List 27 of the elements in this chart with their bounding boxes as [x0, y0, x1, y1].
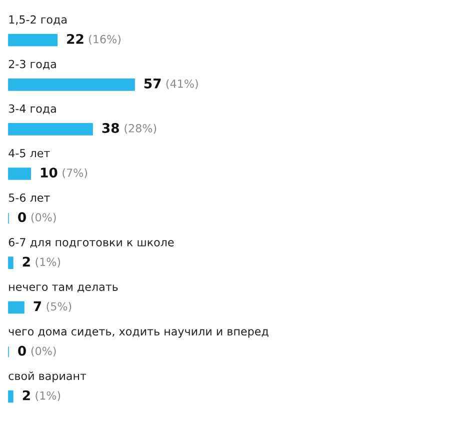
annotation: (16%)	[89, 34, 120, 45]
y-tick-label: 6-7 для подготовки к школе	[8, 238, 174, 248]
annotation: (1%)	[36, 257, 60, 268]
data-label: 2	[22, 390, 30, 400]
data-label: 10	[41, 168, 58, 178]
data-label: 38	[102, 123, 119, 134]
y-tick-label: 5-6 лет	[8, 193, 50, 202]
y-tick-label: 3-4 года	[8, 104, 56, 114]
y-tick-label: свой вариант	[8, 372, 86, 382]
y-tick-label: 2-3 года	[8, 60, 56, 70]
data-label: 22	[67, 34, 84, 44]
data-label: 0	[18, 346, 26, 356]
annotation: (41%)	[166, 79, 198, 90]
annotation: (28%)	[124, 124, 156, 134]
y-tick-label: нечего там делать	[9, 284, 118, 292]
annotation: (0%)	[31, 212, 56, 223]
y-tick-label: 1,5-2 года	[9, 15, 66, 26]
annotation: (1%)	[36, 391, 60, 402]
data-label: 7	[34, 301, 42, 312]
annotation: (5%)	[46, 302, 72, 312]
annotation: (0%)	[31, 346, 56, 356]
data-label: 0	[18, 212, 26, 222]
y-tick-label: чего дома сидеть, ходить научили и вперед	[8, 329, 268, 338]
annotation: (7%)	[62, 168, 88, 178]
y-tick-label: 4-5 лет	[8, 149, 50, 158]
data-label: 2	[22, 256, 30, 266]
data-label: 57	[144, 78, 161, 88]
